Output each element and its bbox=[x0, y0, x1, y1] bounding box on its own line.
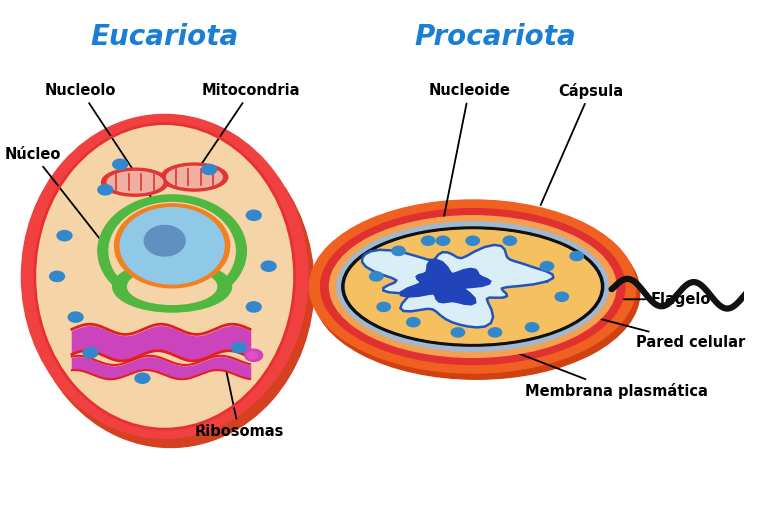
Circle shape bbox=[369, 272, 383, 281]
Text: Núcleo: Núcleo bbox=[5, 146, 104, 244]
Circle shape bbox=[452, 328, 465, 337]
Ellipse shape bbox=[127, 269, 217, 304]
Ellipse shape bbox=[337, 222, 608, 351]
Circle shape bbox=[50, 271, 65, 282]
Text: Eucariota: Eucariota bbox=[91, 23, 239, 51]
Circle shape bbox=[555, 292, 568, 302]
Circle shape bbox=[202, 164, 217, 175]
Ellipse shape bbox=[113, 261, 231, 312]
Text: Flagelo: Flagelo bbox=[624, 292, 711, 307]
Circle shape bbox=[503, 236, 517, 245]
Circle shape bbox=[247, 210, 261, 220]
Ellipse shape bbox=[109, 203, 235, 300]
Ellipse shape bbox=[28, 123, 314, 447]
Text: Cápsula: Cápsula bbox=[541, 82, 623, 205]
Circle shape bbox=[247, 352, 257, 359]
Text: Nucleoide: Nucleoide bbox=[429, 83, 510, 256]
Text: Ribosomas: Ribosomas bbox=[194, 363, 283, 439]
Text: Nucleolo: Nucleolo bbox=[45, 83, 163, 216]
Circle shape bbox=[245, 349, 263, 361]
Ellipse shape bbox=[98, 195, 247, 307]
Circle shape bbox=[392, 246, 406, 255]
Circle shape bbox=[540, 262, 554, 271]
Circle shape bbox=[436, 236, 450, 245]
Ellipse shape bbox=[144, 225, 185, 256]
Ellipse shape bbox=[329, 216, 616, 357]
Text: Mitocondria: Mitocondria bbox=[196, 83, 300, 172]
Text: Procariota: Procariota bbox=[414, 23, 576, 51]
Circle shape bbox=[525, 323, 539, 332]
Circle shape bbox=[113, 159, 127, 169]
Circle shape bbox=[57, 230, 72, 241]
Ellipse shape bbox=[320, 209, 625, 365]
Ellipse shape bbox=[35, 123, 295, 429]
Circle shape bbox=[466, 236, 479, 245]
Ellipse shape bbox=[108, 172, 163, 193]
Circle shape bbox=[98, 185, 113, 195]
Polygon shape bbox=[400, 259, 491, 305]
Ellipse shape bbox=[120, 208, 224, 284]
Circle shape bbox=[135, 373, 150, 383]
Circle shape bbox=[261, 261, 276, 271]
Ellipse shape bbox=[313, 206, 640, 379]
Circle shape bbox=[377, 303, 390, 311]
Circle shape bbox=[488, 328, 502, 337]
Circle shape bbox=[247, 302, 261, 312]
Ellipse shape bbox=[22, 115, 308, 438]
Circle shape bbox=[83, 348, 98, 358]
Circle shape bbox=[407, 317, 420, 327]
Circle shape bbox=[231, 343, 247, 353]
Text: Pared celular: Pared celular bbox=[554, 307, 745, 350]
Circle shape bbox=[68, 312, 83, 322]
Ellipse shape bbox=[114, 204, 230, 288]
Ellipse shape bbox=[101, 168, 168, 196]
Ellipse shape bbox=[310, 200, 636, 373]
Ellipse shape bbox=[346, 230, 600, 343]
Ellipse shape bbox=[167, 166, 222, 188]
Ellipse shape bbox=[161, 163, 228, 191]
Circle shape bbox=[422, 236, 435, 245]
Polygon shape bbox=[362, 245, 554, 327]
Text: Membrana plasmática: Membrana plasmática bbox=[490, 343, 707, 399]
Circle shape bbox=[570, 251, 584, 261]
